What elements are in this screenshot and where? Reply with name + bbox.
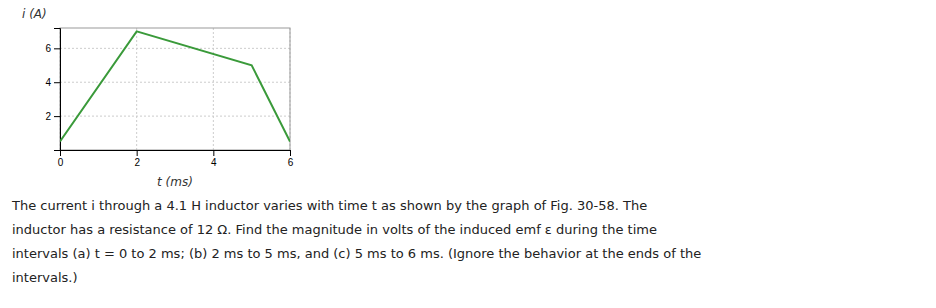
plot-frame [60, 28, 290, 150]
tick: 4 [45, 77, 60, 88]
tick: 6 [288, 150, 294, 168]
tick: 0 [58, 150, 64, 168]
axis-domain [61, 151, 291, 157]
tick-mark [137, 150, 138, 156]
marks [60, 31, 290, 141]
grid [60, 28, 290, 150]
tick: 2 [45, 111, 60, 122]
tick-mark [213, 150, 214, 156]
tick-label: 0 [58, 157, 64, 168]
tick-mark [54, 48, 60, 49]
tick: 6 [45, 43, 60, 54]
tick-label: 4 [211, 157, 217, 168]
plot: 0 2 4 6 2 4 6 [45, 28, 293, 168]
x-axis: 0 2 4 6 [58, 150, 294, 168]
grid-line [60, 116, 290, 117]
tick-mark [54, 82, 60, 83]
x-axis-title: t (ms) [157, 175, 193, 189]
tick-label: 6 [288, 157, 294, 168]
tick: 4 [211, 150, 217, 168]
tick-label: 2 [134, 157, 140, 168]
grid-line [136, 28, 137, 150]
annotation: The current i through a 4.1 H inductor v… [11, 198, 701, 285]
tick-label: 6 [45, 43, 51, 54]
y-axis: 2 4 6 [45, 29, 60, 151]
data-line [60, 31, 290, 141]
tick-label: 4 [45, 77, 51, 88]
grid-line [60, 82, 290, 83]
axis-domain [54, 29, 61, 151]
tick: 2 [134, 150, 140, 168]
tick-label: 2 [45, 111, 51, 122]
tick-mark [290, 150, 291, 156]
chart: 0 2 4 6 2 4 6 t (ms) i (A) The current i through … [0, 0, 936, 308]
grid-line [213, 28, 214, 150]
tick-mark [54, 116, 60, 117]
y-axis-title: i (A) [22, 7, 47, 21]
grid-line [60, 48, 290, 49]
